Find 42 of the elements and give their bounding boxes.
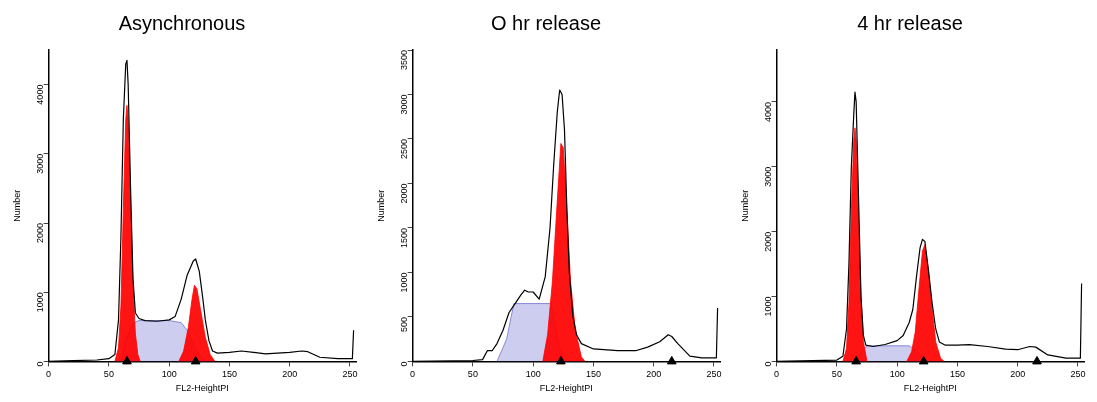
- x-tick-label: 150: [585, 369, 601, 380]
- x-tick-label: 50: [467, 369, 478, 380]
- x-tick-label: 50: [831, 369, 842, 380]
- chart-title: O hr release: [490, 11, 602, 34]
- y-tick-label: 4000: [763, 101, 774, 122]
- y-tick-label: 4000: [35, 84, 46, 105]
- chart-title: Asynchronous: [118, 11, 246, 34]
- y-tick-label: 1000: [35, 292, 46, 313]
- y-tick-label: 2500: [399, 138, 410, 159]
- y-tick-label: 3500: [399, 50, 410, 71]
- y-tick-label: 1000: [399, 272, 410, 293]
- x-tick-label: 250: [342, 369, 358, 380]
- y-axis-title: Number: [739, 189, 750, 222]
- x-axis-title: FL2-HeightPI: [903, 383, 957, 394]
- y-axis-title: Number: [375, 189, 386, 222]
- x-axis-title: FL2-HeightPI: [175, 383, 229, 394]
- x-tick-label: 200: [646, 369, 662, 380]
- y-tick-label: 2000: [399, 183, 410, 204]
- x-tick-label: 150: [949, 369, 965, 380]
- y-tick-label: 3000: [399, 94, 410, 115]
- x-tick-label: 250: [1070, 369, 1086, 380]
- y-tick-label: 2000: [763, 231, 774, 252]
- x-tick-label: 50: [103, 369, 114, 380]
- y-tick-label: 0: [763, 361, 774, 367]
- y-tick-label: 0: [35, 361, 46, 367]
- y-tick-label: 1000: [763, 296, 774, 317]
- y-tick-label: 3000: [763, 166, 774, 187]
- chart-title: 4 hr release: [857, 11, 963, 34]
- y-tick-label: 2000: [35, 223, 46, 244]
- y-tick-label: 1500: [399, 227, 410, 248]
- x-tick-label: 100: [161, 369, 177, 380]
- y-axis-title: Number: [11, 189, 22, 222]
- x-tick-label: 250: [706, 369, 722, 380]
- x-tick-label: 200: [1010, 369, 1026, 380]
- y-tick-label: 0: [399, 361, 410, 367]
- x-tick-label: 100: [889, 369, 905, 380]
- x-axis-title: FL2-HeightPI: [539, 383, 593, 394]
- y-tick-label: 500: [399, 316, 410, 332]
- x-tick-label: 200: [282, 369, 298, 380]
- x-tick-label: 100: [525, 369, 541, 380]
- y-tick-label: 3000: [35, 153, 46, 174]
- x-tick-label: 150: [221, 369, 237, 380]
